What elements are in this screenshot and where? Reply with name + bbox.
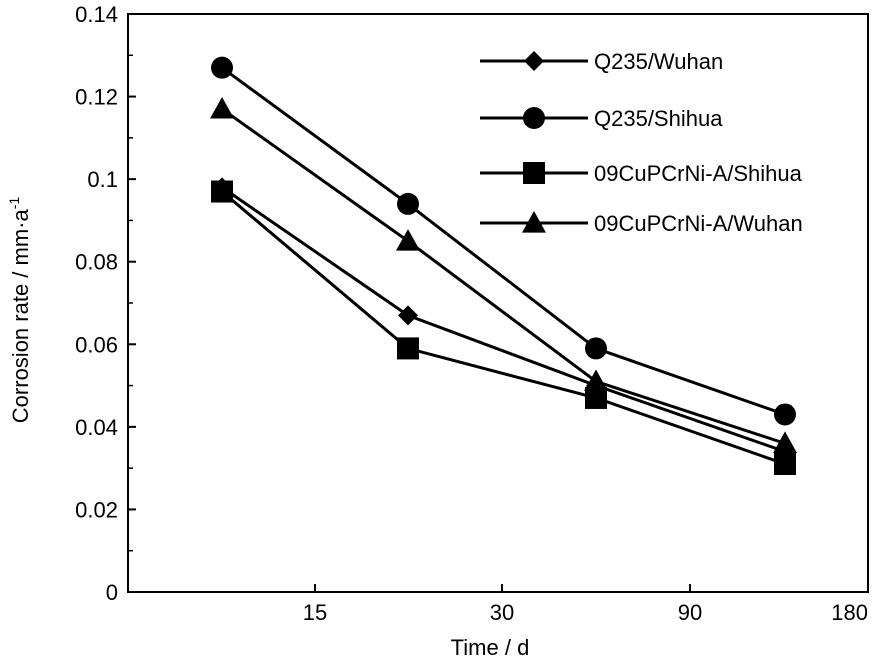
series-layer [210,56,797,476]
legend-item-3: 09CuPCrNi-A/Shihua [480,161,803,186]
data-point [397,192,419,215]
plot-axes [127,13,869,593]
legend-marker [522,211,546,233]
legend-item-1: Q235/Wuhan [480,49,723,74]
series-2 [211,56,796,426]
y-tick-label: 0.1 [87,167,118,192]
y-axis-title: Corrosion rate / mm·a-1 [6,197,33,424]
series-line [221,66,786,416]
data-point [585,386,607,409]
series-line [221,190,786,466]
data-point [774,403,796,426]
data-point [210,96,234,119]
data-point [398,305,418,326]
plot-frame [127,13,869,593]
y-axis-title-text: Corrosion rate / mm·a [8,208,33,423]
legend-item-4: 09CuPCrNi-A/Wuhan [480,211,803,236]
legend: Q235/Wuhan Q235/Shihua 09CuPCrNi-A/Shihua 0… [480,49,803,236]
x-axis-title: Time / d [451,635,530,660]
data-point [396,229,420,251]
y-tick-label: 0.14 [75,2,118,27]
legend-marker [523,107,545,129]
x-tick-label: 90 [678,600,702,625]
y-tick-label: 0.02 [75,497,118,522]
y-tick-label: 0.04 [75,415,118,440]
data-point [397,337,419,360]
y-axis-ticks: 0 0.02 0.04 0.06 0.08 0.1 0.12 0.14 [75,2,136,605]
x-tick-label: 180 [831,600,868,625]
legend-label: Q235/Shihua [594,106,723,131]
data-point [585,337,607,360]
x-tick-label: 30 [490,600,514,625]
data-point [584,369,608,392]
data-point [211,180,233,203]
legend-marker [523,162,545,184]
legend-label: Q235/Wuhan [594,49,723,74]
legend-label: 09CuPCrNi-A/Wuhan [594,211,803,236]
x-tick-label: 15 [303,600,327,625]
series-line [221,107,786,445]
legend-item-2: Q235/Shihua [480,106,723,131]
series-3 [211,180,796,476]
data-point [211,56,233,79]
y-axis-title-superscript: -1 [6,197,22,210]
y-tick-label: 0.12 [75,85,118,110]
legend-marker [524,51,544,71]
legend-label: 09CuPCrNi-A/Shihua [594,161,803,186]
y-tick-label: 0.08 [75,250,118,275]
data-point [773,431,797,453]
series-line [221,186,786,454]
series-4 [210,96,797,453]
x-axis-ticks: 15 30 90 180 [303,584,869,625]
y-tick-label: 0 [106,580,118,605]
y-tick-label: 0.06 [75,332,118,357]
data-point [774,453,796,476]
